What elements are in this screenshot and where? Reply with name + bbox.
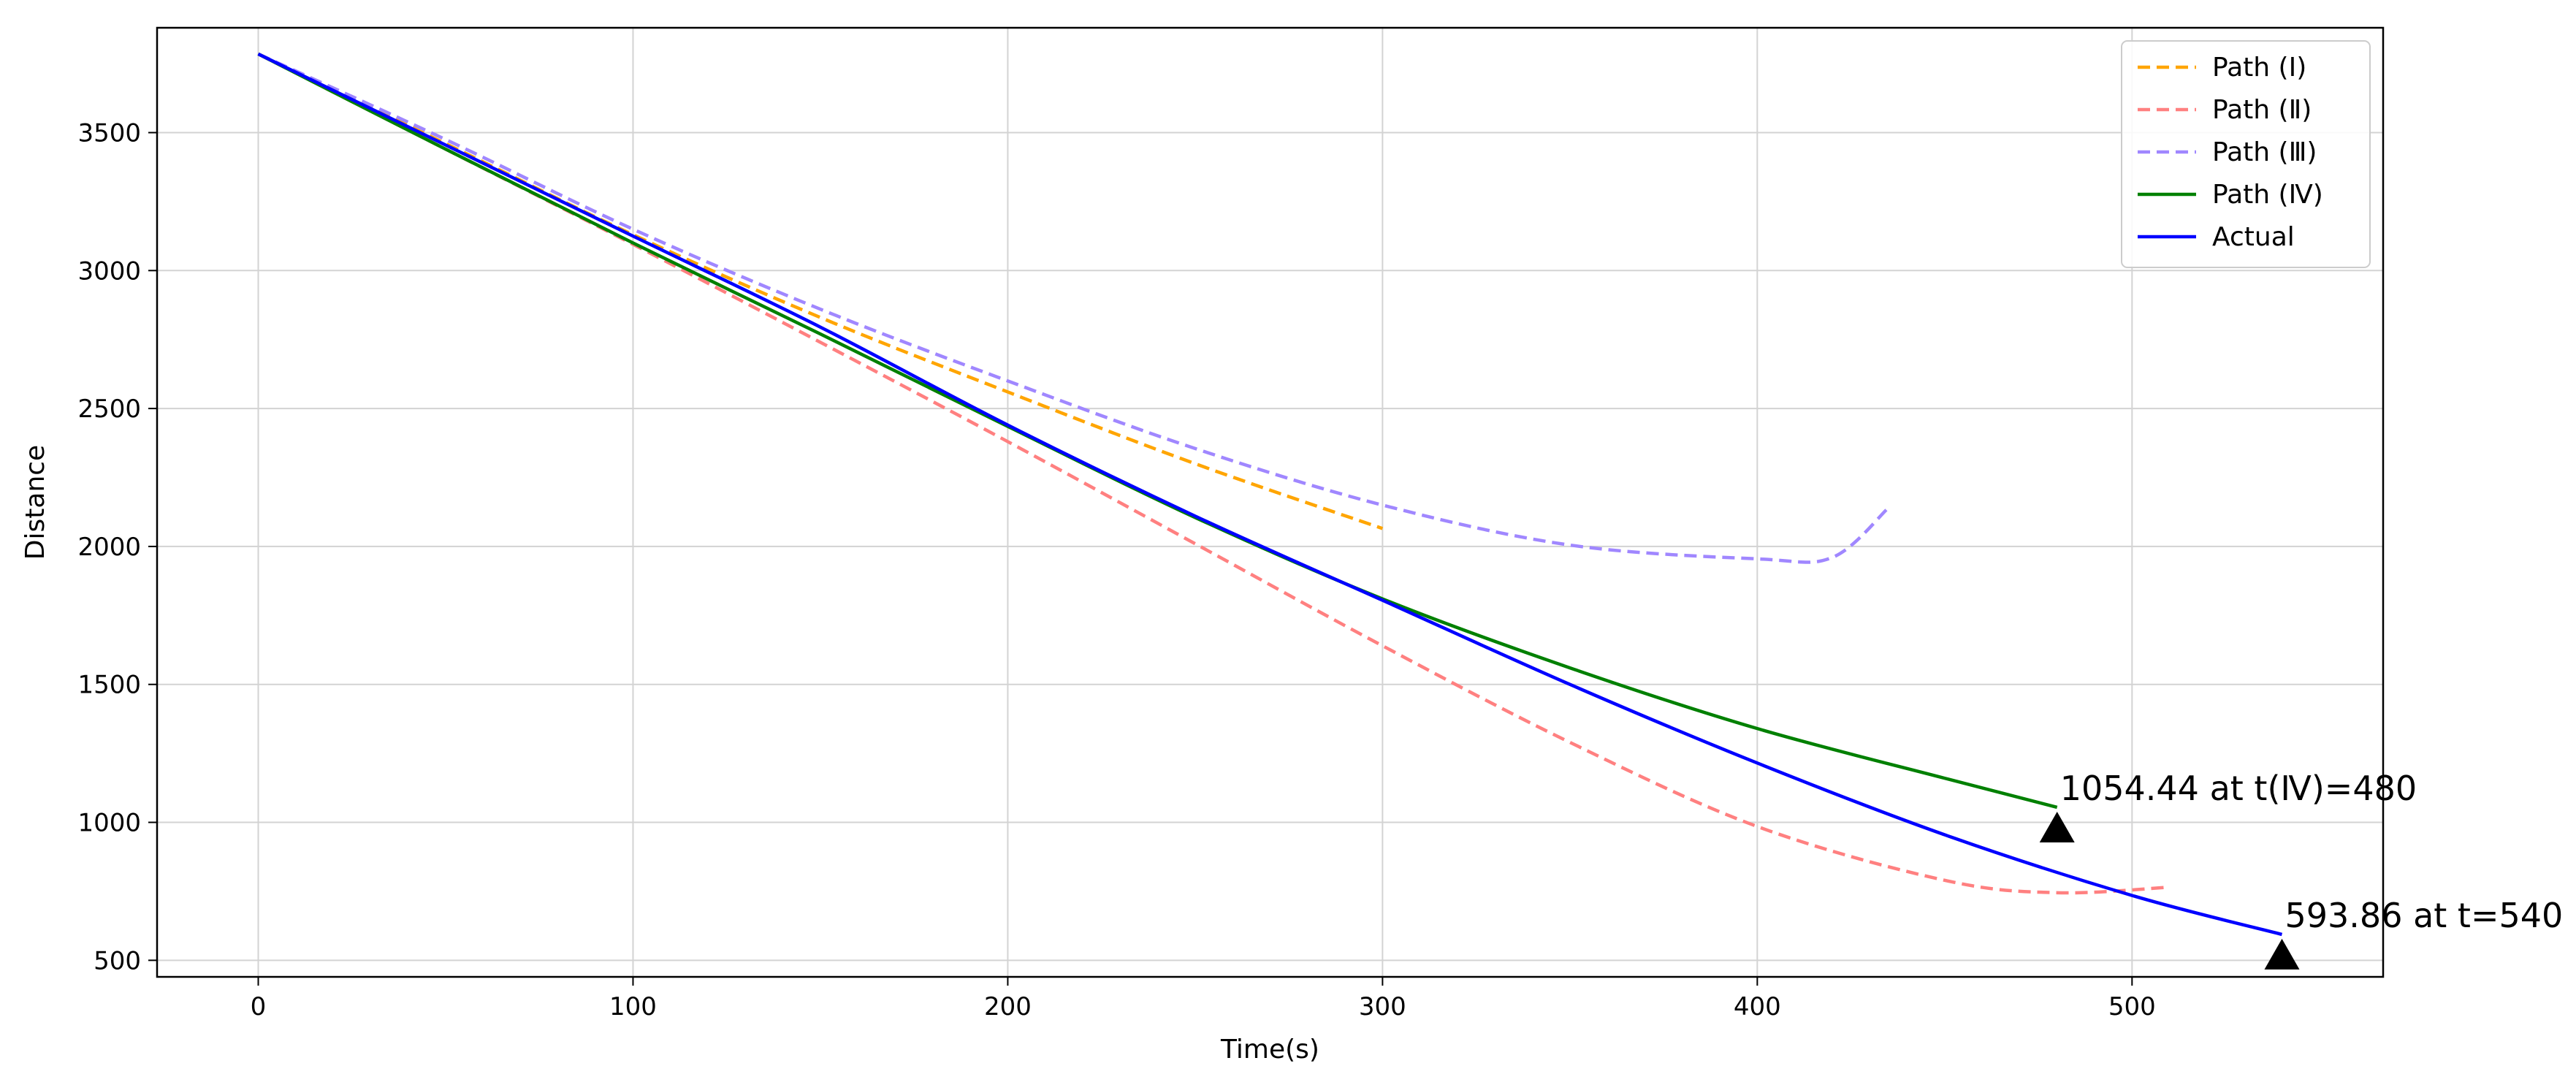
- legend-label-3: Path (Ⅲ): [2212, 137, 2317, 167]
- legend-label-4: Path (Ⅳ): [2212, 180, 2323, 210]
- legend-box: [2121, 40, 2371, 268]
- legend: Path (Ⅰ) Path (Ⅱ) Path (Ⅲ) Path (Ⅳ) Actual: [2121, 40, 2371, 268]
- x-axis-ticks: 0 100 200 300 400 500: [251, 977, 2156, 1021]
- annotation-label-2: 593.86 at t=540: [2285, 896, 2564, 935]
- y-tick-label: 1500: [77, 671, 141, 700]
- y-tick-label: 500: [94, 946, 141, 975]
- plot-frame: [156, 26, 2385, 978]
- x-tick-label: 0: [251, 992, 267, 1021]
- y-tick-label: 2000: [77, 533, 141, 562]
- x-tick-label: 200: [984, 992, 1032, 1021]
- annotations: 1054.44 at t(Ⅳ)=480 593.86 at t=540: [2039, 769, 2564, 970]
- annotation-label-1: 1054.44 at t(Ⅳ)=480: [2060, 769, 2417, 808]
- y-tick-label: 2500: [77, 395, 141, 424]
- y-axis-label: Distance: [20, 445, 50, 560]
- legend-label-1: Path (Ⅰ): [2212, 53, 2306, 83]
- annotation-marker-1: [2039, 811, 2075, 842]
- x-axis-label: Time(s): [1220, 1035, 1319, 1065]
- x-tick-label: 300: [1359, 992, 1406, 1021]
- series-lines: [257, 52, 2283, 937]
- series-line-3: [257, 52, 1890, 564]
- grid-lines: [157, 28, 2383, 977]
- y-tick-label: 3500: [77, 118, 141, 148]
- series-line-5: [257, 52, 2283, 937]
- x-tick-label: 100: [609, 992, 657, 1021]
- legend-label-5: Actual: [2212, 222, 2295, 252]
- y-axis-ticks: 500 1000 1500 2000 2500 3000 3500: [77, 118, 157, 975]
- y-tick-label: 1000: [77, 809, 141, 838]
- x-tick-label: 500: [2108, 992, 2156, 1021]
- legend-label-2: Path (Ⅱ): [2212, 95, 2312, 125]
- annotation-marker-2: [2264, 938, 2300, 970]
- x-tick-label: 400: [1734, 992, 1781, 1021]
- y-tick-label: 3000: [77, 256, 141, 286]
